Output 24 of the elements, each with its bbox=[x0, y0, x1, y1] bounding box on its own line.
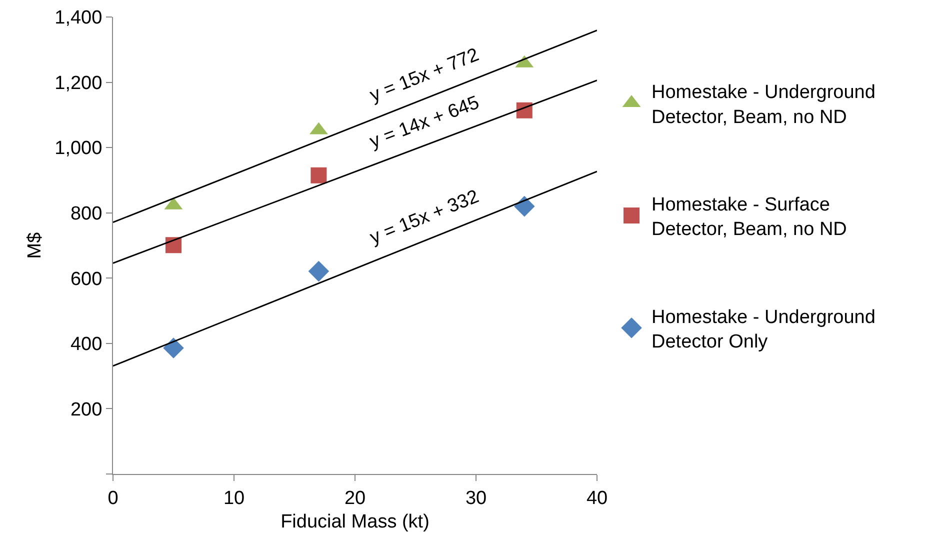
y-tick-label: 1,200 bbox=[54, 72, 102, 94]
legend-label: Homestake - Underground Detector Only bbox=[652, 306, 876, 353]
y-tick-label: 1,400 bbox=[54, 8, 102, 29]
x-tick-label: 10 bbox=[223, 488, 245, 509]
legend-label: Homestake - Surface Detector, Beam, no ND bbox=[652, 194, 847, 240]
x-tick-label: 40 bbox=[586, 488, 608, 509]
y-tick-label: 800 bbox=[70, 204, 102, 225]
point bbox=[310, 167, 327, 184]
point bbox=[308, 260, 330, 282]
point bbox=[514, 196, 535, 217]
y-tick-label: 1,000 bbox=[54, 138, 102, 160]
point bbox=[166, 237, 182, 254]
legend-label: Homestake - Underground Detector, Beam, no ND bbox=[652, 82, 876, 128]
point bbox=[163, 338, 184, 358]
y-axis-title: M$ bbox=[24, 232, 46, 259]
y-tick-label: 400 bbox=[70, 334, 102, 356]
annotation: y = 15x + 332 bbox=[367, 186, 482, 249]
y-tick-label: 600 bbox=[70, 268, 102, 290]
point bbox=[516, 102, 532, 118]
x-tick-label: 0 bbox=[108, 488, 118, 509]
x-tick-label: 20 bbox=[344, 488, 366, 509]
x-axis-title: Fiducial Mass (kt) bbox=[280, 512, 430, 533]
x-tick-label: 30 bbox=[465, 488, 487, 509]
y-tick-label: 200 bbox=[70, 399, 102, 420]
